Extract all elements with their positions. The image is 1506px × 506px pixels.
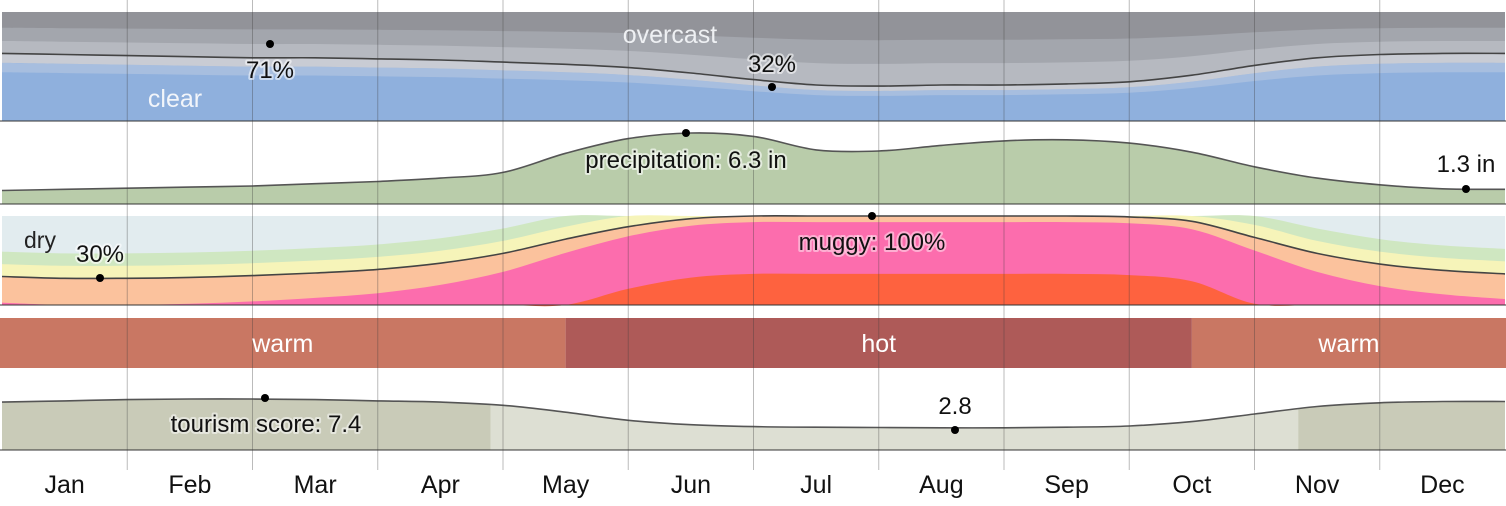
humidity-panel bbox=[0, 215, 1506, 307]
chart-annotations: overcast clear 71% 32% precipitation: 6.3 in… bbox=[24, 21, 1497, 440]
tourism-max-label: tourism score: 7.4 bbox=[171, 411, 362, 438]
month-label-jul: Jul bbox=[800, 471, 832, 499]
temperature-label-hot: hot bbox=[861, 330, 896, 358]
month-axis: Jan Feb Mar Apr May Jun Jul Aug Sep Oct Nov Dec bbox=[44, 471, 1464, 499]
cloud-max-label: 71% bbox=[246, 57, 294, 84]
precipitation-area bbox=[2, 132, 1505, 204]
tourism-min-point bbox=[951, 426, 959, 434]
month-label-sep: Sep bbox=[1044, 471, 1088, 499]
tourism-max-point bbox=[261, 394, 269, 402]
month-label-dec: Dec bbox=[1420, 471, 1464, 499]
month-gridlines bbox=[126, 0, 1381, 470]
month-label-jun: Jun bbox=[671, 471, 711, 499]
precipitation-max-point bbox=[682, 129, 690, 137]
clear-label: clear bbox=[148, 85, 202, 113]
overcast-label: overcast bbox=[623, 21, 718, 49]
month-label-jan: Jan bbox=[44, 471, 84, 499]
month-label-feb: Feb bbox=[168, 471, 211, 499]
precipitation-max-label: precipitation: 6.3 in bbox=[585, 147, 786, 174]
chart-panels bbox=[0, 12, 1506, 451]
humidity-line bbox=[1, 215, 1506, 280]
partly-cloudy-band bbox=[2, 53, 1505, 91]
cloud-min-point bbox=[768, 83, 776, 91]
month-label-may: May bbox=[542, 471, 590, 499]
tourism-min-label: 2.8 bbox=[938, 393, 971, 420]
precipitation-min-label: 1.3 in bbox=[1437, 151, 1496, 178]
overcast-band bbox=[2, 12, 1505, 41]
month-label-mar: Mar bbox=[294, 471, 337, 499]
muggy-label: muggy: 100% bbox=[799, 229, 946, 256]
humidity-min-point bbox=[96, 274, 104, 282]
oppressive-band bbox=[2, 273, 1505, 307]
precipitation-panel bbox=[0, 132, 1506, 205]
precipitation-min-point bbox=[1462, 185, 1470, 193]
temperature-label-warm: warm bbox=[251, 330, 313, 358]
tourism-best-fill bbox=[1298, 398, 1505, 450]
tourism-best-fill bbox=[2, 398, 491, 450]
precipitation-line bbox=[1, 132, 1506, 192]
mostly-clear-band bbox=[2, 62, 1505, 96]
temperature-label-warm: warm bbox=[1317, 330, 1379, 358]
humidity-min-label: 30% bbox=[76, 241, 124, 268]
cloud-cover-panel bbox=[0, 12, 1506, 122]
cloud-min-label: 32% bbox=[748, 51, 796, 78]
temperature-panel bbox=[0, 318, 1506, 368]
month-label-aug: Aug bbox=[919, 471, 963, 499]
tourism-line bbox=[1, 398, 1506, 429]
month-label-nov: Nov bbox=[1295, 471, 1340, 499]
cloud-cover-line bbox=[1, 52, 1506, 87]
month-label-oct: Oct bbox=[1172, 471, 1211, 499]
cloud-max-point bbox=[266, 40, 274, 48]
month-label-apr: Apr bbox=[421, 471, 460, 499]
temperature-segment bbox=[565, 318, 1192, 368]
temperature-segment bbox=[1191, 318, 1506, 368]
dry-label: dry bbox=[24, 227, 56, 253]
temperature-segment bbox=[0, 318, 566, 368]
humidity-max-point bbox=[868, 212, 876, 220]
